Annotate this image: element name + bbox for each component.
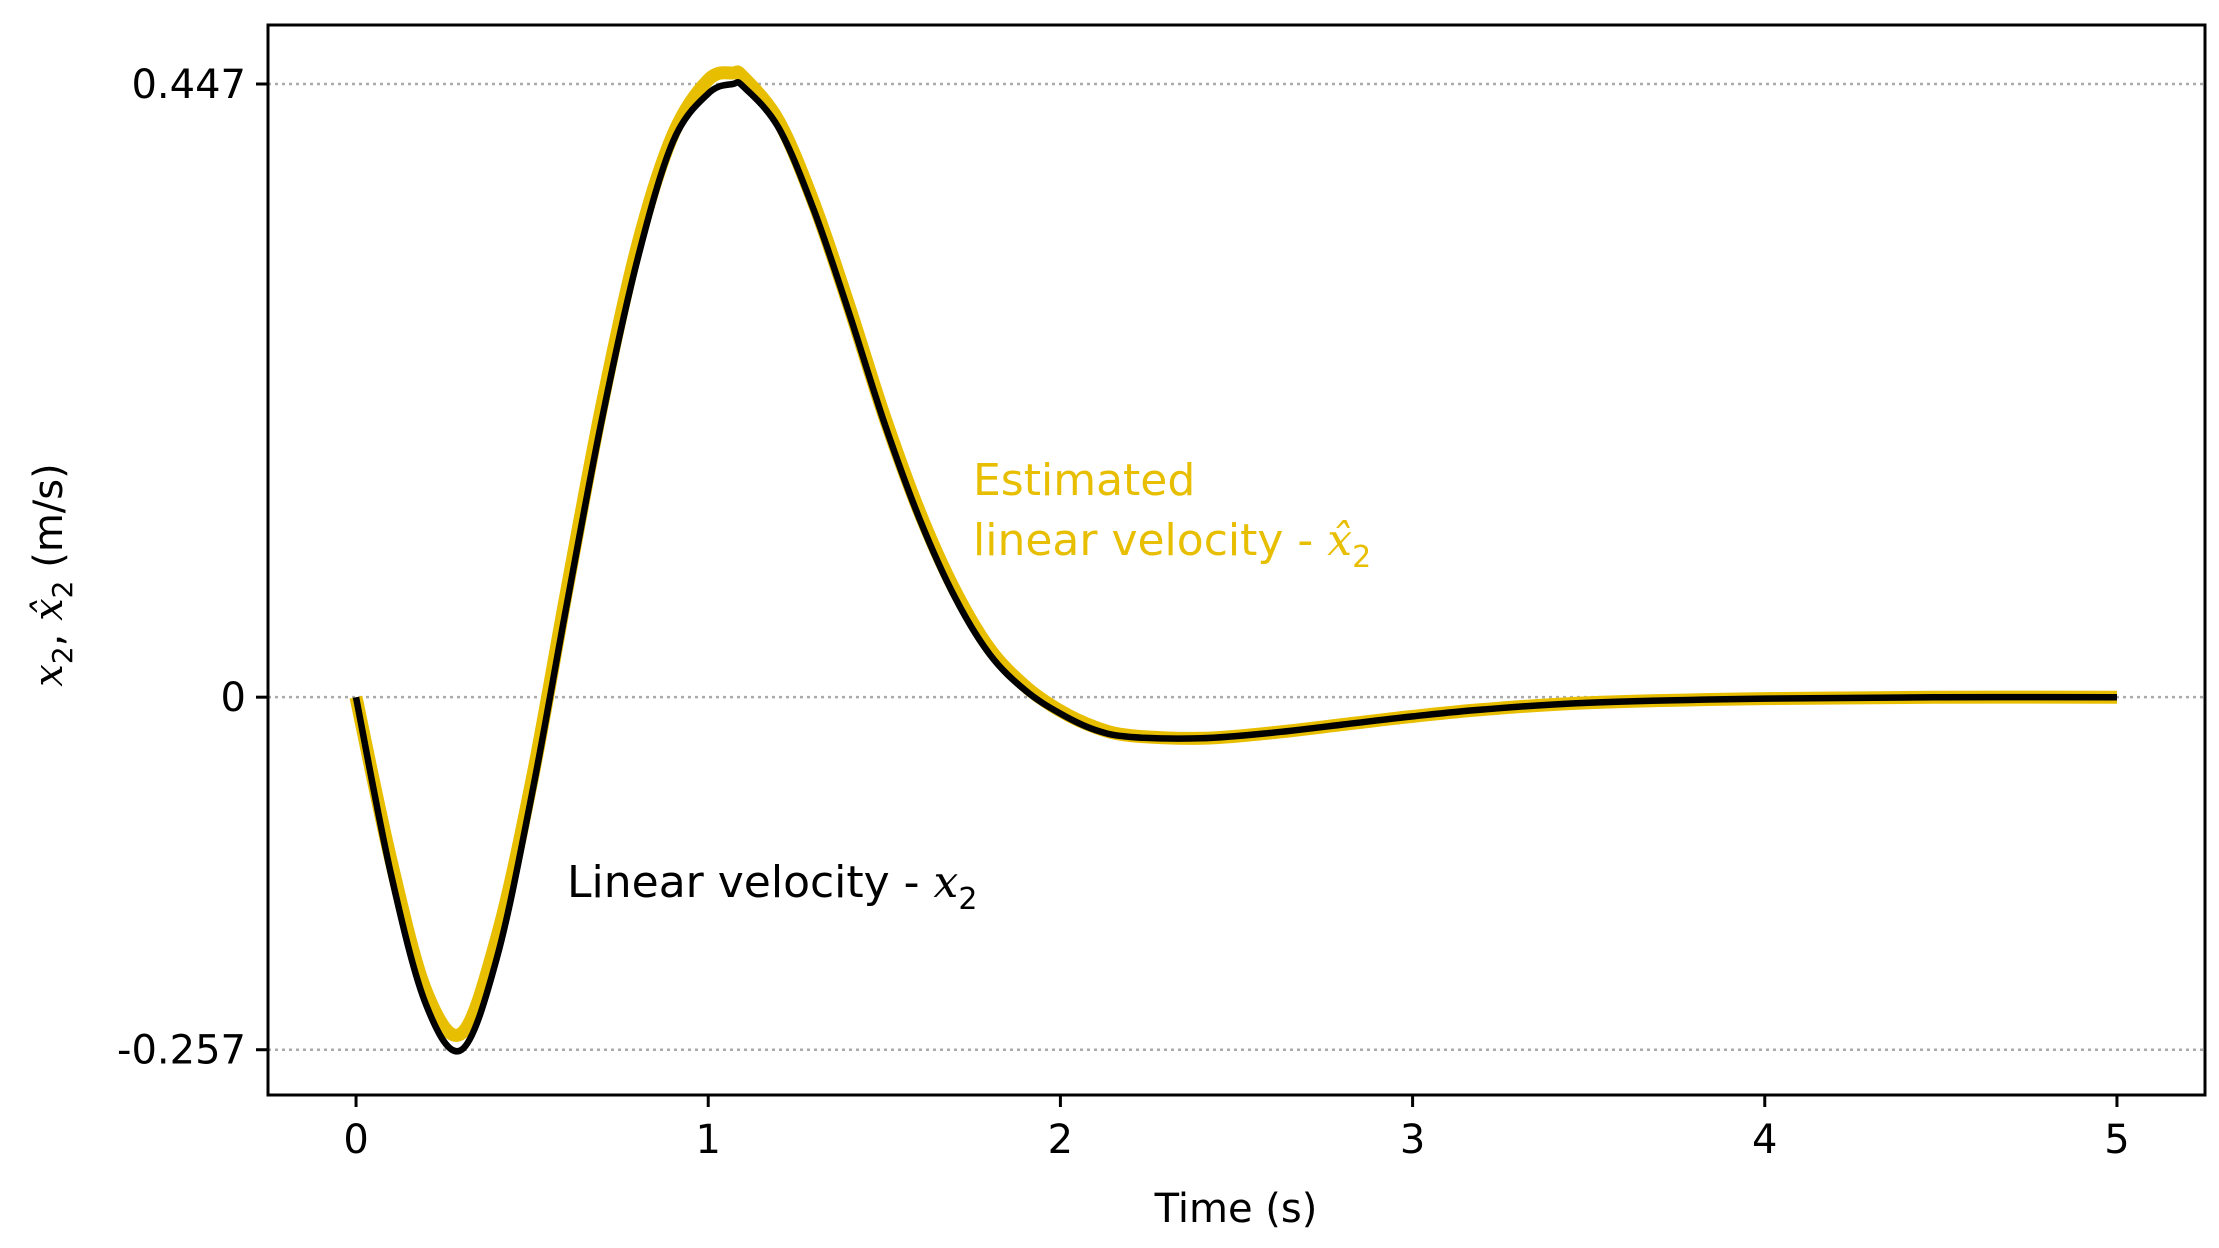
annotations: Estimated linear velocity - x̂2 Linear v…	[567, 455, 1371, 917]
x-tick-label-4: 4	[1752, 1117, 1777, 1163]
x-tick-label-1: 1	[696, 1117, 721, 1163]
annotation-linear-math: x	[934, 857, 959, 908]
y-axis-label-sub1: 2	[46, 646, 79, 664]
annotation-estimated-line2: linear velocity -	[973, 515, 1327, 566]
x-tick-label-5: 5	[2104, 1117, 2129, 1163]
y-axis-label-var2: x̂	[26, 598, 72, 621]
x-tick-label-0: 0	[343, 1117, 368, 1163]
y-axis-label-sep: ,	[26, 621, 72, 646]
annotation-linear: Linear velocity - x2	[567, 857, 977, 917]
annotation-estimated-sub: 2	[1352, 540, 1371, 575]
series-linear-velocity	[352, 78, 2118, 1055]
y-axis-ticks: -0.257 0 0.447	[117, 62, 268, 1074]
gridlines	[268, 82, 2205, 1051]
y-tick-label-2: 0.447	[131, 62, 246, 108]
annotation-estimated: Estimated linear velocity - x̂2	[973, 455, 1371, 575]
annotation-linear-sub: 2	[958, 882, 977, 917]
x-tick-label-3: 3	[1400, 1117, 1425, 1163]
annotation-linear-line1: Linear velocity -	[567, 857, 934, 908]
y-tick-label-1: 0	[221, 675, 246, 721]
y-axis-label-var1: x	[26, 664, 72, 687]
y-axis-label-unit: (m/s)	[26, 463, 72, 580]
annotation-estimated-math: x̂	[1327, 515, 1352, 566]
series-group	[349, 65, 2118, 1055]
x-axis-ticks: 0 1 2 3 4 5	[343, 1095, 2130, 1163]
x-tick-label-2: 2	[1048, 1117, 1073, 1163]
y-tick-label-0: -0.257	[117, 1028, 246, 1074]
plot-frame	[266, 23, 2207, 1097]
annotation-estimated-line1: Estimated	[973, 455, 1195, 506]
y-axis-label: x2, x̂2 (m/s)	[26, 463, 79, 686]
y-axis-label-sub2: 2	[46, 581, 79, 599]
x-axis-label: Time (s)	[1154, 1186, 1318, 1232]
